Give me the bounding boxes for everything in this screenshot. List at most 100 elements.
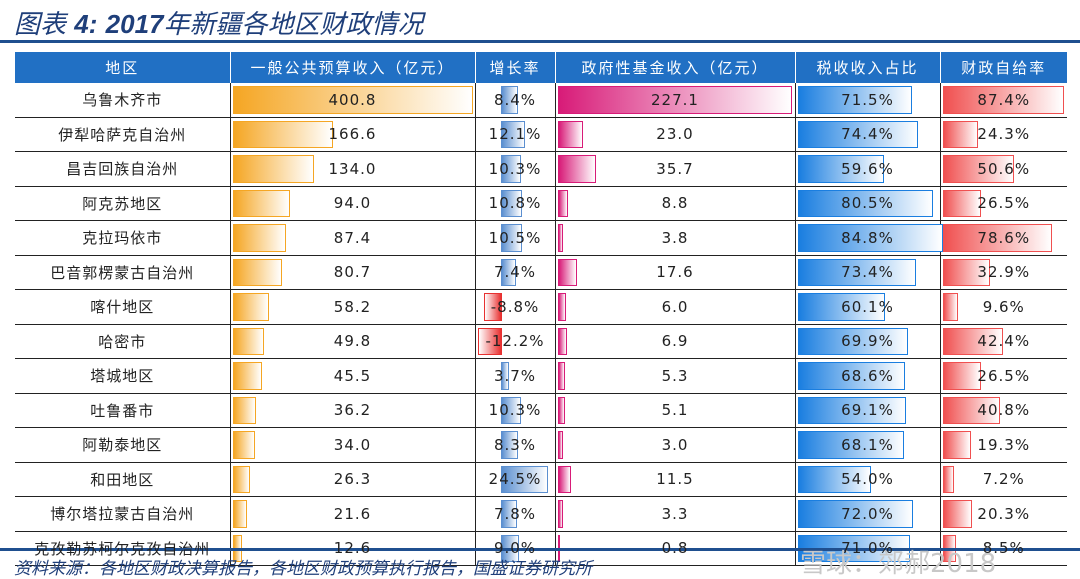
cell-value: 68.1%	[841, 435, 894, 454]
cell-value: 9.6%	[982, 297, 1025, 316]
cell-value: 60.1%	[841, 297, 894, 316]
region-name: 和田地区	[90, 470, 155, 489]
table-cell: 吐鲁番市	[15, 393, 231, 428]
cell-value: 71.0%	[841, 539, 894, 558]
table-cell: 400.8	[230, 83, 476, 118]
table-row: 哈密市 49.8 -12.2% 6.9 69.9% 42.4%	[15, 324, 1067, 359]
table-cell: 84.8%	[795, 220, 943, 256]
cell-value: 0.8	[661, 539, 689, 558]
table-row: 吐鲁番市 36.2 10.3% 5.1 69.1% 40.8%	[15, 393, 1067, 428]
cell-value: 23.0	[656, 125, 694, 144]
table-cell: 24.5%	[475, 462, 556, 497]
table-cell: 8.4%	[475, 83, 556, 118]
data-bar	[797, 155, 884, 183]
table-cell: 3.8	[555, 220, 796, 256]
source-note: 资料来源：各地区财政决算报告，各地区财政预算执行报告，国盛证券研究所	[14, 559, 592, 579]
cell-value: 11.5	[656, 470, 694, 489]
data-bar	[797, 396, 906, 424]
table-cell: 阿克苏地区	[15, 186, 231, 221]
table-cell: 10.5%	[475, 220, 556, 256]
table-cell: 45.5	[230, 358, 476, 394]
data-bar	[557, 189, 569, 217]
table-cell: -12.2%	[475, 324, 556, 359]
table-row: 阿勒泰地区 34.0 8.3% 3.0 68.1% 19.3%	[15, 427, 1067, 463]
table-cell: 54.0%	[795, 462, 941, 497]
region-name: 哈密市	[98, 332, 147, 351]
data-bar	[484, 293, 503, 321]
watermark: 雪球：郊郝2018	[800, 549, 997, 579]
data-bar	[797, 431, 904, 459]
cell-value: 71.5%	[841, 90, 894, 109]
data-bar	[942, 155, 1014, 183]
cell-value: 84.8%	[841, 228, 894, 247]
cell-value: 32.9%	[977, 263, 1031, 282]
data-bar	[500, 362, 510, 390]
cell-value: 94.0	[333, 194, 372, 213]
region-name: 乌鲁木齐市	[82, 91, 163, 110]
data-bar	[797, 258, 917, 286]
data-bar	[557, 258, 578, 286]
table-cell: 喀什地区	[15, 289, 231, 325]
cell-value: -8.8%	[490, 297, 540, 316]
cell-value: 12.6	[333, 539, 372, 558]
table-cell: 8.3%	[475, 427, 556, 463]
cell-value: 73.4%	[841, 263, 894, 282]
table-cell: 69.9%	[795, 324, 941, 359]
data-bar	[232, 224, 287, 252]
table-cell: 73.4%	[795, 255, 941, 290]
cell-value: 49.8	[333, 332, 372, 351]
table-row: 博尔塔拉蒙古自治州 21.6 7.8% 3.3 72.0% 20.3%	[15, 496, 1067, 532]
data-bar	[500, 120, 525, 148]
data-bar	[557, 500, 563, 528]
data-bar	[797, 500, 913, 528]
region-name: 吐鲁番市	[90, 401, 155, 420]
table-row: 乌鲁木齐市 400.8 8.4% 227.1 71.5% 87.4%	[15, 83, 1067, 118]
cell-value: 58.2	[333, 297, 372, 316]
data-bar	[500, 224, 522, 252]
data-bar	[557, 396, 565, 424]
cell-value: 6.9	[661, 332, 689, 351]
table-cell: 36.2	[230, 393, 476, 428]
cell-value: 80.7	[333, 263, 372, 282]
data-bar	[500, 500, 517, 528]
table-cell: 巴音郭楞蒙古自治州	[15, 255, 231, 290]
table-cell: 74.4%	[795, 117, 941, 152]
table-cell: 克拉玛依市	[15, 220, 231, 256]
table-cell: 20.3%	[940, 496, 1067, 532]
cell-value: 20.3%	[977, 504, 1031, 523]
table-cell: 8.8	[555, 186, 796, 221]
region-name: 巴音郭楞蒙古自治州	[50, 263, 195, 282]
table-cell: 80.5%	[795, 186, 941, 221]
data-bar	[500, 465, 548, 493]
data-bar	[942, 224, 1053, 252]
table-cell: 7.2%	[940, 462, 1067, 497]
table-cell: 34.0	[230, 427, 476, 463]
data-bar	[500, 189, 523, 217]
cell-value: 42.4%	[977, 332, 1031, 351]
cell-value: 74.4%	[841, 125, 894, 144]
table-cell: 11.5	[555, 462, 796, 497]
table-cell: 博尔塔拉蒙古自治州	[15, 496, 231, 532]
table-cell: 和田地区	[15, 462, 231, 497]
table-cell: 克孜勒苏柯尔克孜自治州	[15, 531, 231, 566]
cell-value: 69.1%	[841, 401, 894, 420]
data-bar	[232, 465, 251, 493]
table-cell: 87.4%	[940, 83, 1067, 118]
data-bar	[478, 327, 503, 355]
cell-value: 400.8	[328, 90, 377, 109]
data-bar	[232, 86, 473, 114]
column-header: 财政自给率	[940, 52, 1067, 83]
data-bar	[797, 189, 933, 217]
cell-value: 3.0	[661, 435, 689, 454]
table-cell: 阿勒泰地区	[15, 427, 231, 463]
data-bar	[797, 120, 919, 148]
cell-value: 5.3	[661, 366, 689, 385]
data-bar	[942, 86, 1065, 114]
cell-value: 45.5	[333, 366, 372, 385]
region-name: 阿克苏地区	[82, 194, 163, 213]
table-cell: 50.6%	[940, 151, 1067, 187]
table-cell: 60.1%	[795, 289, 941, 325]
cell-value: 10.8%	[488, 194, 542, 213]
data-bar	[232, 189, 291, 217]
cell-value: 21.6	[333, 504, 372, 523]
